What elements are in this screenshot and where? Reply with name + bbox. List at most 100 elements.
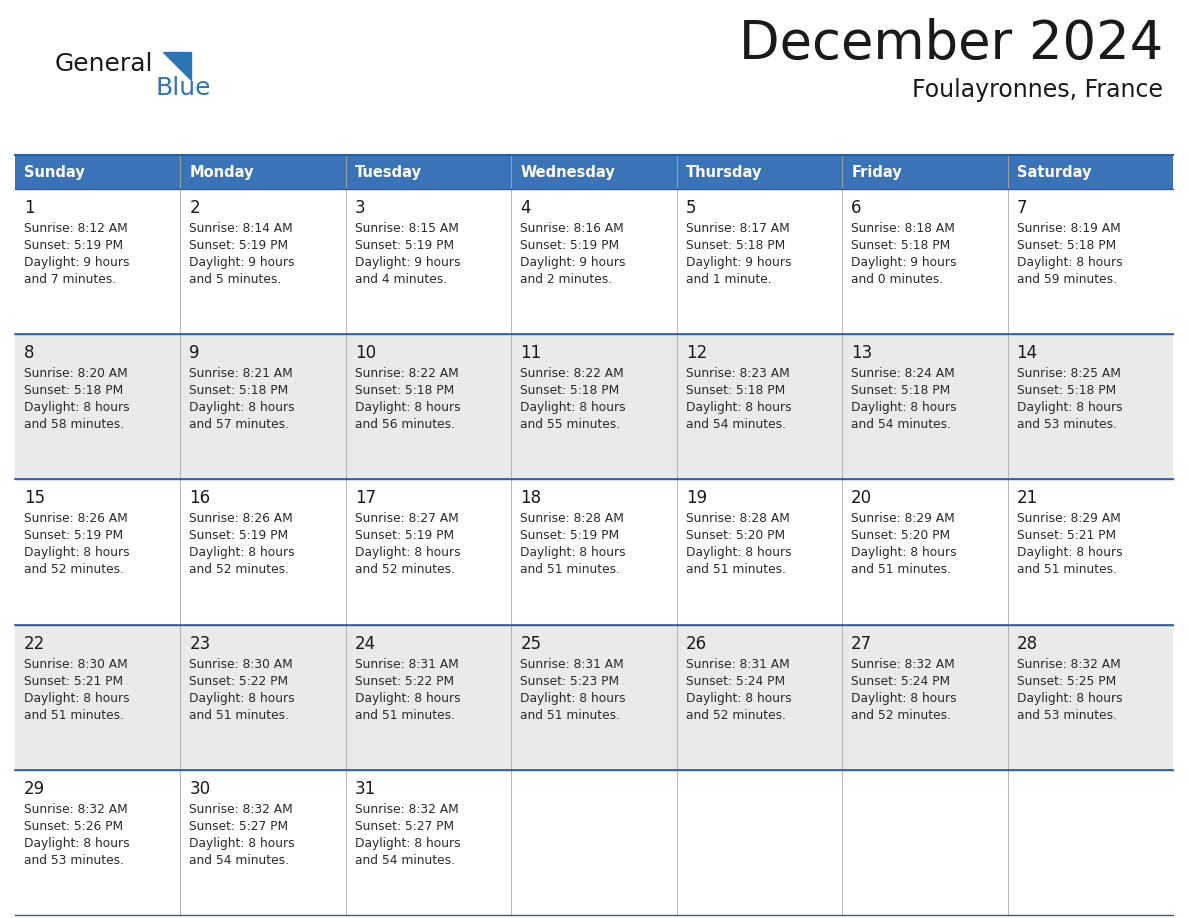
Text: Sunset: 5:18 PM: Sunset: 5:18 PM: [1017, 239, 1116, 252]
Text: Daylight: 8 hours: Daylight: 8 hours: [685, 401, 791, 414]
Bar: [346, 155, 511, 189]
Text: Sunrise: 8:29 AM: Sunrise: 8:29 AM: [1017, 512, 1120, 525]
Text: Sunrise: 8:17 AM: Sunrise: 8:17 AM: [685, 222, 790, 235]
Text: Sunrise: 8:29 AM: Sunrise: 8:29 AM: [851, 512, 955, 525]
Text: Sunset: 5:24 PM: Sunset: 5:24 PM: [851, 675, 950, 688]
Text: and 53 minutes.: and 53 minutes.: [1017, 709, 1117, 722]
Text: Daylight: 8 hours: Daylight: 8 hours: [189, 546, 295, 559]
Text: Sunset: 5:18 PM: Sunset: 5:18 PM: [685, 385, 785, 397]
Text: Daylight: 8 hours: Daylight: 8 hours: [520, 691, 626, 705]
Text: 31: 31: [355, 779, 377, 798]
Text: Sunset: 5:24 PM: Sunset: 5:24 PM: [685, 675, 785, 688]
Text: Sunset: 5:19 PM: Sunset: 5:19 PM: [189, 530, 289, 543]
Text: Sunrise: 8:32 AM: Sunrise: 8:32 AM: [24, 803, 128, 816]
Text: Sunset: 5:20 PM: Sunset: 5:20 PM: [685, 530, 785, 543]
Text: 28: 28: [1017, 634, 1037, 653]
Text: and 52 minutes.: and 52 minutes.: [685, 709, 785, 722]
Text: Sunrise: 8:14 AM: Sunrise: 8:14 AM: [189, 222, 293, 235]
Text: Sunrise: 8:26 AM: Sunrise: 8:26 AM: [189, 512, 293, 525]
Text: Sunset: 5:26 PM: Sunset: 5:26 PM: [24, 820, 124, 833]
Text: Sunset: 5:20 PM: Sunset: 5:20 PM: [851, 530, 950, 543]
Bar: [15, 334, 1173, 479]
Text: and 2 minutes.: and 2 minutes.: [520, 273, 612, 286]
Bar: [15, 479, 1173, 624]
Text: Daylight: 8 hours: Daylight: 8 hours: [355, 546, 461, 559]
Text: Daylight: 8 hours: Daylight: 8 hours: [851, 546, 956, 559]
Text: 30: 30: [189, 779, 210, 798]
Text: Sunrise: 8:32 AM: Sunrise: 8:32 AM: [1017, 657, 1120, 671]
Text: Daylight: 9 hours: Daylight: 9 hours: [355, 256, 461, 269]
Text: and 52 minutes.: and 52 minutes.: [851, 709, 952, 722]
Text: Sunday: Sunday: [24, 164, 84, 180]
Text: Sunrise: 8:31 AM: Sunrise: 8:31 AM: [355, 657, 459, 671]
Text: and 0 minutes.: and 0 minutes.: [851, 273, 943, 286]
Bar: [15, 155, 181, 189]
Text: Sunset: 5:19 PM: Sunset: 5:19 PM: [24, 530, 124, 543]
Text: 11: 11: [520, 344, 542, 363]
Text: Daylight: 9 hours: Daylight: 9 hours: [851, 256, 956, 269]
Text: Sunset: 5:18 PM: Sunset: 5:18 PM: [685, 239, 785, 252]
Text: 23: 23: [189, 634, 210, 653]
Text: and 53 minutes.: and 53 minutes.: [24, 854, 124, 867]
Text: Daylight: 8 hours: Daylight: 8 hours: [520, 546, 626, 559]
Text: and 51 minutes.: and 51 minutes.: [520, 564, 620, 577]
Text: Saturday: Saturday: [1017, 164, 1091, 180]
Text: Sunset: 5:19 PM: Sunset: 5:19 PM: [189, 239, 289, 252]
Text: and 51 minutes.: and 51 minutes.: [851, 564, 952, 577]
Text: Daylight: 8 hours: Daylight: 8 hours: [24, 401, 129, 414]
Text: Daylight: 8 hours: Daylight: 8 hours: [355, 401, 461, 414]
Text: Sunrise: 8:31 AM: Sunrise: 8:31 AM: [520, 657, 624, 671]
Text: Daylight: 8 hours: Daylight: 8 hours: [1017, 256, 1123, 269]
Bar: [511, 155, 677, 189]
Text: Daylight: 8 hours: Daylight: 8 hours: [1017, 546, 1123, 559]
Text: Sunset: 5:27 PM: Sunset: 5:27 PM: [355, 820, 454, 833]
Bar: [15, 624, 1173, 770]
Text: Monday: Monday: [189, 164, 254, 180]
Text: Sunset: 5:18 PM: Sunset: 5:18 PM: [851, 239, 950, 252]
Text: Thursday: Thursday: [685, 164, 762, 180]
Text: Foulayronnes, France: Foulayronnes, France: [912, 78, 1163, 102]
Text: 10: 10: [355, 344, 375, 363]
Text: Sunset: 5:19 PM: Sunset: 5:19 PM: [355, 239, 454, 252]
Text: Sunrise: 8:19 AM: Sunrise: 8:19 AM: [1017, 222, 1120, 235]
Text: and 51 minutes.: and 51 minutes.: [24, 709, 124, 722]
Text: 18: 18: [520, 489, 542, 508]
Text: 22: 22: [24, 634, 45, 653]
Text: Sunrise: 8:22 AM: Sunrise: 8:22 AM: [355, 367, 459, 380]
Text: Sunset: 5:18 PM: Sunset: 5:18 PM: [851, 385, 950, 397]
Text: and 51 minutes.: and 51 minutes.: [520, 709, 620, 722]
Text: Sunrise: 8:26 AM: Sunrise: 8:26 AM: [24, 512, 128, 525]
Text: 4: 4: [520, 199, 531, 217]
Text: Sunrise: 8:20 AM: Sunrise: 8:20 AM: [24, 367, 128, 380]
Text: 24: 24: [355, 634, 375, 653]
Text: 9: 9: [189, 344, 200, 363]
Bar: [15, 770, 1173, 915]
Text: 29: 29: [24, 779, 45, 798]
Text: Sunset: 5:23 PM: Sunset: 5:23 PM: [520, 675, 619, 688]
Bar: [181, 155, 346, 189]
Text: Sunrise: 8:12 AM: Sunrise: 8:12 AM: [24, 222, 128, 235]
Text: and 51 minutes.: and 51 minutes.: [355, 709, 455, 722]
Text: General: General: [55, 52, 153, 76]
Text: Sunset: 5:22 PM: Sunset: 5:22 PM: [189, 675, 289, 688]
Text: Sunset: 5:18 PM: Sunset: 5:18 PM: [520, 385, 619, 397]
Text: 1: 1: [24, 199, 34, 217]
Polygon shape: [163, 52, 191, 80]
Text: Daylight: 8 hours: Daylight: 8 hours: [355, 837, 461, 850]
Text: and 1 minute.: and 1 minute.: [685, 273, 771, 286]
Text: and 53 minutes.: and 53 minutes.: [1017, 419, 1117, 431]
Text: Daylight: 9 hours: Daylight: 9 hours: [685, 256, 791, 269]
Text: Daylight: 8 hours: Daylight: 8 hours: [685, 546, 791, 559]
Text: and 54 minutes.: and 54 minutes.: [189, 854, 290, 867]
Text: Daylight: 8 hours: Daylight: 8 hours: [851, 401, 956, 414]
Text: Sunrise: 8:16 AM: Sunrise: 8:16 AM: [520, 222, 624, 235]
Text: and 51 minutes.: and 51 minutes.: [1017, 564, 1117, 577]
Text: Daylight: 8 hours: Daylight: 8 hours: [520, 401, 626, 414]
Text: Daylight: 8 hours: Daylight: 8 hours: [24, 837, 129, 850]
Text: and 4 minutes.: and 4 minutes.: [355, 273, 447, 286]
Bar: [842, 155, 1007, 189]
Text: and 59 minutes.: and 59 minutes.: [1017, 273, 1117, 286]
Bar: [1007, 155, 1173, 189]
Text: and 54 minutes.: and 54 minutes.: [685, 419, 785, 431]
Text: Sunrise: 8:15 AM: Sunrise: 8:15 AM: [355, 222, 459, 235]
